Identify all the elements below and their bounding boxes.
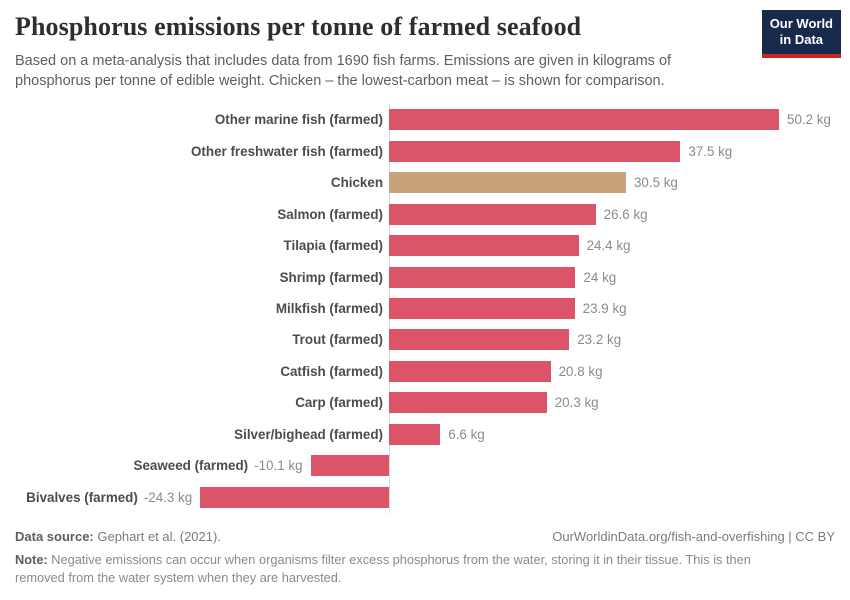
bar-shrimp-farmed[interactable] [389,266,576,288]
chart-row: Other freshwater fish (farmed) 37.5 kg [0,135,850,166]
category-label: Carp (farmed) [295,395,383,411]
category-label: Seaweed (farmed) -10.1 kg [133,458,303,474]
category-label: Tilapia (farmed) [283,238,383,254]
data-source-label: Data source: [15,529,94,544]
bar-other-marine-fish-farmed[interactable] [389,109,779,131]
bar-other-freshwater-fish-farmed[interactable] [389,140,681,162]
category-label: Other freshwater fish (farmed) [191,143,383,159]
chart-header: Phosphorus emissions per tonne of farmed… [15,12,750,91]
value-label: -10.1 kg [254,458,303,474]
category-label: Other marine fish (farmed) [214,112,383,128]
bar-seaweed-farmed[interactable] [310,455,389,477]
value-label: 20.8 kg [558,363,603,379]
chart-row: Silver/bighead (farmed) 6.6 kg [0,419,850,450]
data-source-text: Gephart et al. (2021). [93,529,221,544]
footnote-text: Negative emissions can occur when organi… [15,552,751,586]
footnote: Note: Negative emissions can occur when … [15,551,793,587]
bar-milkfish-farmed[interactable] [389,297,575,319]
chart-subtitle: Based on a meta-analysis that includes d… [15,52,672,89]
bar-trout-farmed[interactable] [389,329,570,351]
category-label: Trout (farmed) [292,332,383,348]
chart-row: Trout (farmed) 23.2 kg [0,324,850,355]
chart-footer: Data source: Gephart et al. (2021). OurW… [15,529,835,587]
chart-row: Milkfish (farmed) 23.9 kg [0,293,850,324]
chart-row: Carp (farmed) 20.3 kg [0,387,850,418]
category-label: Chicken [330,175,383,191]
footnote-label: Note: [15,552,48,567]
value-label: 23.9 kg [582,300,627,316]
bar-salmon-farmed[interactable] [389,203,596,225]
chart-row: Other marine fish (farmed) 50.2 kg [0,104,850,135]
value-label: 23.2 kg [577,332,622,348]
bar-silver-bighead-farmed[interactable] [389,423,441,445]
owid-logo-line1: Our World [769,16,833,31]
value-label: 20.3 kg [554,395,599,411]
value-label: 24.4 kg [586,238,631,254]
chart-title: Phosphorus emissions per tonne of farmed… [15,12,582,41]
owid-logo-line2: in Data [779,32,824,48]
footer-link: OurWorldinData.org/fish-and-overfishing … [552,529,835,544]
data-source: Data source: Gephart et al. (2021). [15,529,221,544]
chart-row: Tilapia (farmed) 24.4 kg [0,230,850,261]
value-label: 26.6 kg [603,206,648,222]
bar-carp-farmed[interactable] [389,392,547,414]
category-label: Bivalves (farmed) -24.3 kg [26,489,193,505]
chart-row: Bivalves (farmed) -24.3 kg [0,482,850,513]
category-label: Silver/bighead (farmed) [234,426,383,442]
bar-chart: Other marine fish (farmed) 50.2 kg Other f… [0,104,850,513]
chart-row: Shrimp (farmed) 24 kg [0,261,850,292]
bar-chicken[interactable] [389,172,626,194]
category-label: Shrimp (farmed) [279,269,383,285]
bar-tilapia-farmed[interactable] [389,235,579,257]
chart-row: Chicken 30.5 kg [0,167,850,198]
owid-logo[interactable]: Our World in Data [761,10,841,58]
chart-row: Catfish (farmed) 20.8 kg [0,356,850,387]
value-label: 6.6 kg [448,426,485,442]
value-label: 30.5 kg [633,175,678,191]
chart-row: Seaweed (farmed) -10.1 kg [0,450,850,481]
bar-bivalves-farmed[interactable] [200,486,389,508]
category-label: Salmon (farmed) [277,206,383,222]
value-label: 37.5 kg [688,143,733,159]
value-label: 50.2 kg [787,112,831,128]
category-label: Milkfish (farmed) [275,300,383,316]
value-label: 24 kg [583,269,617,285]
category-label: Catfish (farmed) [280,363,383,379]
bar-catfish-farmed[interactable] [389,360,551,382]
chart-row: Salmon (farmed) 26.6 kg [0,198,850,229]
value-label: -24.3 kg [143,489,193,505]
